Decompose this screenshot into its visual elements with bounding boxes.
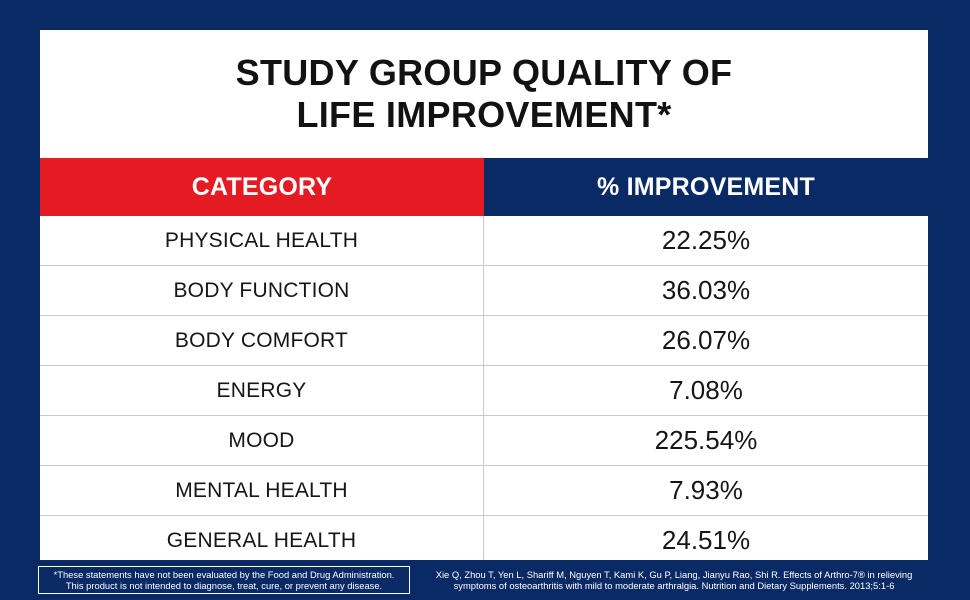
study-citation: Xie Q, Zhou T, Yen L, Shariff M, Nguyen … xyxy=(418,566,930,594)
category-cell: GENERAL HEALTH xyxy=(40,516,484,560)
category-cell: MOOD xyxy=(40,416,484,465)
table-row: ENERGY 7.08% xyxy=(40,365,928,415)
table-row: BODY COMFORT 26.07% xyxy=(40,315,928,365)
category-cell: MENTAL HEALTH xyxy=(40,466,484,515)
header-category: CATEGORY xyxy=(40,158,484,216)
category-cell: ENERGY xyxy=(40,366,484,415)
title-line-1: STUDY GROUP QUALITY OF xyxy=(235,52,733,93)
category-cell: PHYSICAL HEALTH xyxy=(40,216,484,265)
improvement-cell: 26.07% xyxy=(661,325,751,355)
citation-line-2: symptoms of osteoarthritis with mild to … xyxy=(453,580,895,591)
improvement-cell: 7.08% xyxy=(669,375,743,405)
disclaimer-line-1: *These statements have not been evaluate… xyxy=(53,569,395,580)
improvement-card: STUDY GROUP QUALITY OF LIFE IMPROVEMENT*… xyxy=(40,30,928,560)
improvement-cell: 24.51% xyxy=(661,525,751,555)
table-header: CATEGORY % IMPROVEMENT xyxy=(40,158,928,216)
improvement-cell: 7.93% xyxy=(669,475,743,505)
improvement-cell: 36.03% xyxy=(661,275,751,305)
fda-disclaimer: *These statements have not been evaluate… xyxy=(38,566,410,594)
category-cell: BODY FUNCTION xyxy=(40,266,484,315)
table-row: PHYSICAL HEALTH 22.25% xyxy=(40,216,928,265)
table-row: MENTAL HEALTH 7.93% xyxy=(40,465,928,515)
table-body: PHYSICAL HEALTH 22.25% BODY FUNCTION 36.… xyxy=(40,216,928,560)
page-title: STUDY GROUP QUALITY OF LIFE IMPROVEMENT* xyxy=(40,30,928,158)
table-row: GENERAL HEALTH 24.51% xyxy=(40,515,928,560)
header-improvement: % IMPROVEMENT xyxy=(484,158,928,216)
improvement-cell: 225.54% xyxy=(654,425,758,455)
table-row: MOOD 225.54% xyxy=(40,415,928,465)
table-row: BODY FUNCTION 36.03% xyxy=(40,265,928,315)
title-line-2: LIFE IMPROVEMENT* xyxy=(296,94,672,135)
citation-line-1: Xie Q, Zhou T, Yen L, Shariff M, Nguyen … xyxy=(435,569,913,580)
disclaimer-line-2: This product is not intended to diagnose… xyxy=(65,580,383,591)
category-cell: BODY COMFORT xyxy=(40,316,484,365)
improvement-cell: 22.25% xyxy=(661,225,751,255)
